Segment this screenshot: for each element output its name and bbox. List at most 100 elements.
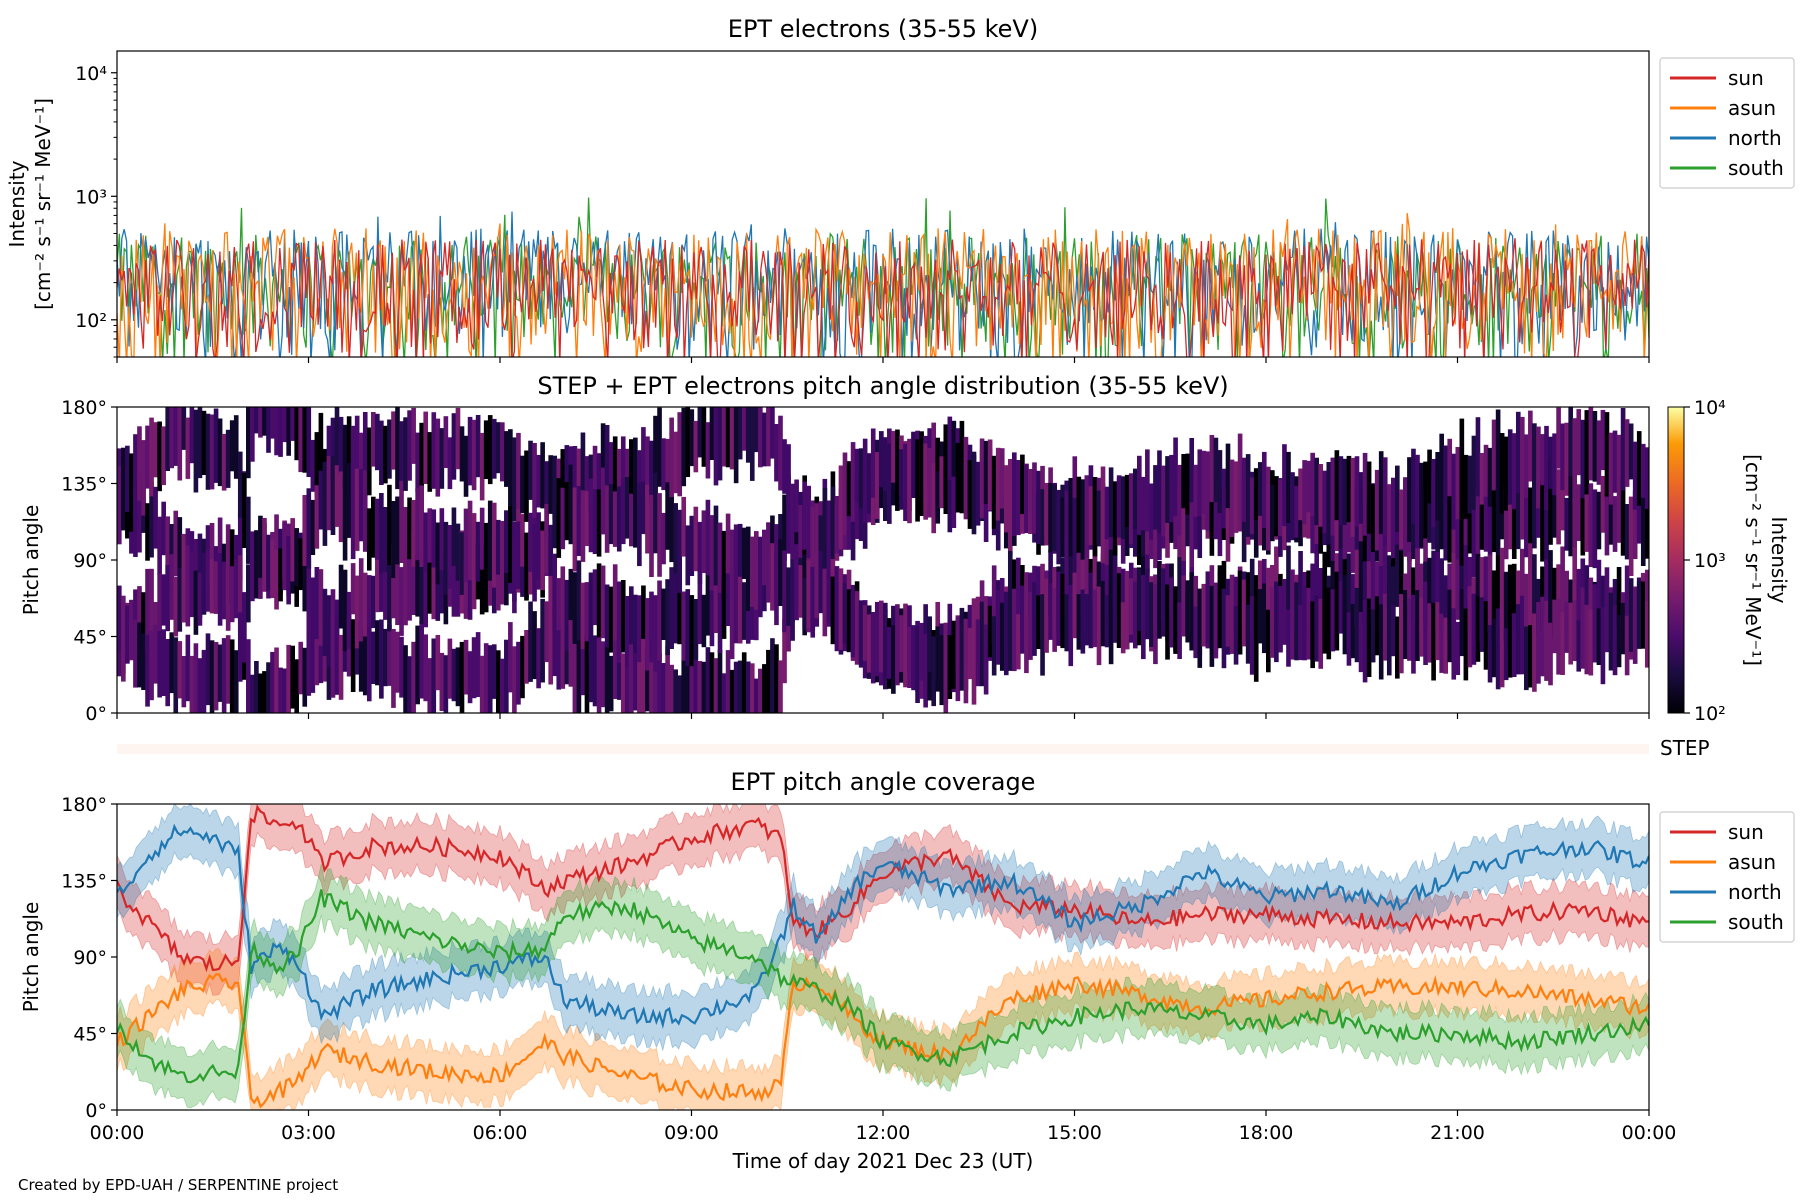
pad-heat-cell (1596, 608, 1602, 665)
pad-heat-cell (495, 650, 501, 713)
pad-heat-cell (1052, 588, 1057, 652)
pad-heat-cell (1362, 599, 1368, 683)
pad-heat-cell (697, 407, 703, 458)
pad-colorbar-label-line2: [cm⁻² s⁻¹ sr⁻¹ MeV⁻¹] (1741, 454, 1765, 666)
pad-heat-cell (415, 432, 420, 492)
pad-heat-cell (241, 472, 247, 548)
pad-heat-cell (1136, 455, 1142, 535)
pad-heat-cell (653, 472, 658, 554)
pad-heat-cell (1632, 441, 1638, 510)
pad-heat-cell (1076, 476, 1082, 553)
pad-heat-cell (1145, 449, 1150, 532)
pad-heat-cell (387, 419, 392, 479)
pad-heat-cell (919, 431, 924, 516)
pad-heat-cell (1003, 465, 1009, 533)
pad-heat-cell (306, 634, 312, 696)
pad-heat-cell (129, 453, 134, 532)
pad-heat-cell (1257, 589, 1263, 644)
pad-heat-cell (770, 407, 775, 459)
pad-heat-cell (641, 585, 646, 639)
pad-heat-cell (258, 673, 263, 713)
pad-heat-cell (250, 531, 255, 602)
pad-heat-cell (943, 634, 949, 713)
pad-heat-cell (1548, 622, 1553, 686)
pad-heat-cell (1189, 490, 1195, 567)
pad-heat-cell (209, 559, 215, 614)
pad-heat-cell (1173, 437, 1178, 517)
pad-heat-cell (1528, 543, 1533, 629)
pad-heat-cell (1471, 435, 1477, 510)
pad-heat-cell (1556, 407, 1561, 469)
pad-heat-cell (415, 625, 420, 705)
pad-heat-cell (911, 431, 916, 498)
pad-heat-cell (1628, 423, 1634, 480)
pad-heat-cell (1278, 586, 1283, 653)
pad-heat-cell (1257, 462, 1263, 516)
pad-heat-cell (1185, 580, 1190, 634)
pad-heat-cell (1528, 487, 1533, 544)
pad-heat-cell (1564, 570, 1569, 632)
pad-heat-cell (1511, 433, 1517, 510)
pad-heat-cell (834, 566, 840, 629)
pad-heat-cell (475, 632, 481, 697)
pad-heat-cell (999, 448, 1005, 509)
pad-heat-cell (669, 664, 674, 713)
pad-heat-cell (1524, 434, 1529, 498)
pad-heat-cell (1407, 552, 1412, 604)
pad-heat-cell (600, 641, 606, 708)
pad-heat-cell (137, 426, 142, 501)
pad-heat-cell (653, 415, 658, 494)
pad-heat-cell (419, 621, 424, 699)
pad-heat-cell (286, 407, 291, 456)
pad-heat-cell (419, 558, 424, 624)
pad-heat-cell (1362, 561, 1368, 625)
pad-heat-cell (778, 539, 783, 606)
pad-heat-cell (451, 648, 457, 702)
pad-heat-cell (645, 598, 650, 671)
pad-heat-cell (923, 633, 928, 708)
pad-heat-cell (1282, 579, 1287, 645)
pad-heat-cell (766, 407, 771, 467)
pad-heat-cell (624, 650, 630, 713)
pad-heat-cell (709, 407, 715, 460)
pad-heat-cell (1459, 418, 1465, 501)
pad-heat-cell (1519, 481, 1525, 540)
pad-heat-cell (899, 615, 904, 673)
pad-heat-cell (1386, 555, 1392, 610)
pad-heat-cell (133, 434, 138, 517)
pad-heat-cell (673, 669, 678, 713)
pad-heat-cell (346, 416, 352, 498)
pad-heat-cell (391, 629, 396, 708)
pad-heat-cell (927, 448, 932, 518)
pad-heat-cell (1310, 452, 1315, 517)
pad-heat-cell (137, 622, 142, 688)
pad-heat-cell (778, 660, 783, 713)
pad-heat-cell (741, 527, 747, 579)
pad-heat-cell (1350, 457, 1356, 537)
pad-heat-cell (1475, 487, 1481, 563)
pad-heat-cell (1100, 483, 1106, 564)
pad-heat-cell (302, 495, 308, 566)
pad-heat-cell (1012, 452, 1017, 536)
pad-heat-cell (1229, 574, 1235, 654)
pad-heat-cell (504, 431, 509, 487)
pad-heat-cell (209, 523, 215, 585)
pad-heat-cell (971, 628, 977, 705)
pad-heat-cell (362, 627, 368, 696)
pad-heat-cell (596, 453, 602, 523)
pad-heat-cell (1588, 577, 1594, 633)
pad-heat-cell (822, 573, 828, 637)
pad-heat-cell (1608, 482, 1614, 545)
intensity-panel: EPT electrons (35-55 keV) 10² 10³ 10⁴ Inte… (5, 15, 1795, 363)
pad-heat-cell (1245, 454, 1251, 537)
pad-heat-cell (1374, 469, 1380, 551)
pad-heat-cell (971, 451, 977, 535)
pad-heat-cell (629, 493, 634, 547)
pad-heat-cell (959, 607, 965, 691)
pad-heat-cell (709, 565, 715, 647)
pad-heat-cell (177, 641, 183, 699)
pad-heat-cell (1036, 595, 1041, 649)
pad-heat-cell (500, 422, 505, 482)
pad-heat-cell (205, 413, 211, 490)
pad-heat-cell (403, 417, 408, 491)
